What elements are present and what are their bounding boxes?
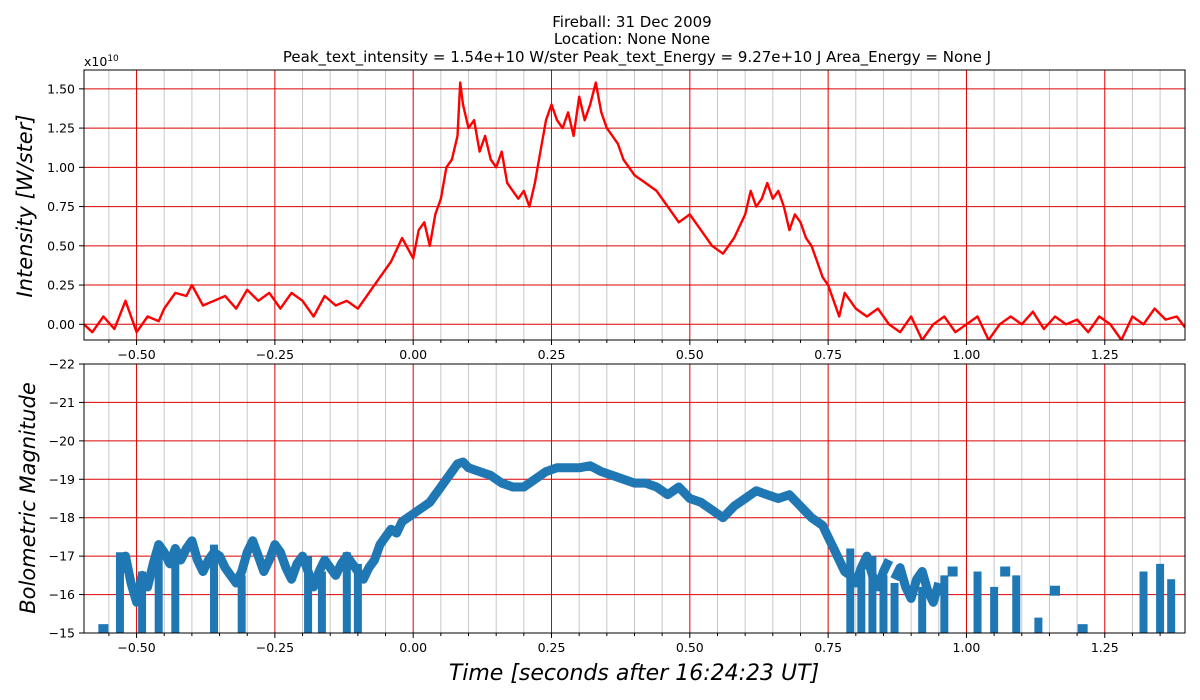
x-tick-label: −0.50 bbox=[117, 347, 155, 362]
y-tick-label: 0.75 bbox=[47, 199, 75, 214]
y-tick-label: 0.50 bbox=[47, 238, 75, 253]
x-tick-label: 0.00 bbox=[399, 640, 427, 655]
title-line-1: Fireball: 31 Dec 2009 bbox=[552, 13, 711, 31]
y-tick-label: 1.00 bbox=[47, 160, 75, 175]
y-tick-label: −21 bbox=[49, 395, 75, 410]
y-tick-label: −18 bbox=[49, 510, 75, 525]
intensity-series-line bbox=[84, 81, 1185, 340]
x-tick-label: 0.50 bbox=[676, 347, 704, 362]
magnitude-series-line bbox=[115, 457, 894, 607]
x-tick-label: 0.25 bbox=[538, 640, 566, 655]
magnitude-panel: −0.50 −0.25 0.00 0.25 0.50 0.75 1.00 1.25 −22 −21… bbox=[49, 357, 1186, 655]
title-line-2: Location: None None bbox=[554, 30, 710, 48]
time-axis-label: Time [seconds after 16:24:23 UT] bbox=[449, 661, 819, 686]
x-tick-label: −0.25 bbox=[256, 640, 294, 655]
y-tick-label: 0.25 bbox=[47, 278, 75, 293]
x-tick-label: −0.25 bbox=[256, 347, 294, 362]
title-line-3: Peak_text_intensity = 1.54e+10 W/ster Pe… bbox=[283, 48, 991, 67]
axes-frame bbox=[83, 363, 1186, 634]
intensity-axis-label: Intensity [W/ster] bbox=[13, 114, 37, 297]
x-tick-label: 0.00 bbox=[399, 347, 427, 362]
magnitude-point bbox=[1000, 566, 1011, 577]
y-tick-label: −16 bbox=[49, 587, 75, 602]
x-tick-label: 1.00 bbox=[953, 347, 981, 362]
x-tick-label: 1.25 bbox=[1091, 347, 1119, 362]
y-tick-label: −19 bbox=[49, 472, 75, 487]
x-tick-label: 1.00 bbox=[953, 640, 981, 655]
axes-frame bbox=[83, 69, 1186, 341]
magnitude-point bbox=[1049, 585, 1060, 596]
y-tick-label: −17 bbox=[49, 549, 75, 564]
magnitude-point bbox=[120, 562, 131, 573]
x-tick-label: 0.50 bbox=[676, 640, 704, 655]
y-tick-label: 1.25 bbox=[47, 121, 75, 136]
plot-area bbox=[98, 457, 1176, 633]
magnitude-point bbox=[1077, 624, 1088, 633]
x-tick-label: −0.50 bbox=[117, 640, 155, 655]
y-tick-label: −15 bbox=[49, 626, 75, 641]
x-tick-label: 1.25 bbox=[1091, 640, 1119, 655]
magnitude-axis-label: Bolometric Magnitude bbox=[16, 382, 40, 614]
intensity-offset-label: x1010 bbox=[84, 54, 119, 69]
y-tick-label: −22 bbox=[49, 357, 75, 372]
x-tick-label: 0.75 bbox=[814, 347, 842, 362]
magnitude-series-line bbox=[890, 563, 944, 607]
y-tick-label: −20 bbox=[49, 433, 75, 448]
intensity-panel: −0.50 −0.25 0.00 0.25 0.50 0.75 1.00 1.25 0.00 0.… bbox=[47, 69, 1186, 362]
y-tick-label: 0.00 bbox=[47, 317, 75, 332]
y-tick-label: 1.50 bbox=[47, 81, 75, 96]
x-tick-label: 0.25 bbox=[538, 347, 566, 362]
magnitude-point bbox=[947, 566, 958, 577]
x-tick-label: 0.75 bbox=[814, 640, 842, 655]
magnitude-point bbox=[98, 624, 109, 633]
plot-area bbox=[84, 81, 1185, 340]
